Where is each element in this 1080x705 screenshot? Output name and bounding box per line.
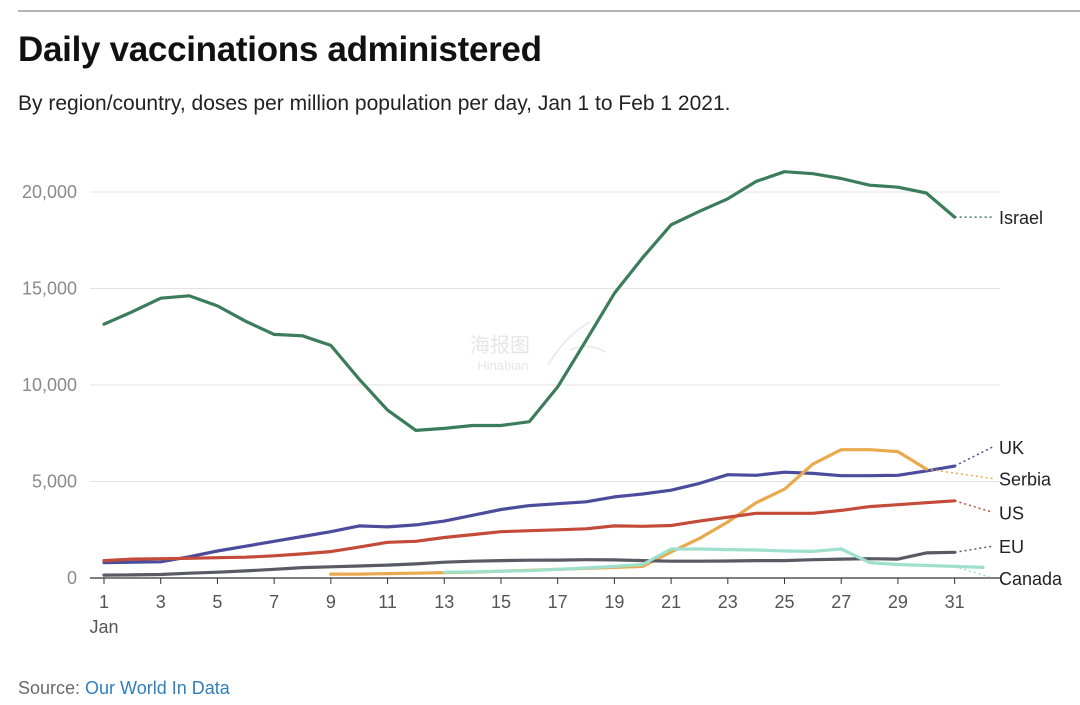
series-label-us: US [999, 503, 1024, 523]
series-label-israel: Israel [999, 208, 1043, 228]
source-link[interactable]: Our World In Data [85, 678, 230, 698]
leader-canada [954, 565, 994, 579]
watermark-text-en: Hinabian [477, 358, 528, 373]
y-tick-label: 5,000 [32, 472, 77, 492]
series-label-uk: UK [999, 438, 1024, 458]
x-tick-label: 3 [156, 592, 166, 612]
series-label-canada: Canada [999, 569, 1063, 589]
watermark-text-cn: 海报图 [470, 334, 530, 357]
gridlines [90, 191, 1000, 579]
x-tick-label: 23 [718, 592, 738, 612]
series-label-eu: EU [999, 537, 1024, 557]
series-line-uk [102, 464, 957, 565]
x-tick-label: 1 [99, 592, 109, 612]
series-line-us [102, 499, 957, 563]
y-tick-label: 20,000 [22, 182, 77, 202]
series-labels: Israel UK Serbia US EU Canada [926, 208, 1063, 589]
series-line-canada [442, 547, 985, 574]
x-tick-label: 9 [326, 592, 336, 612]
x-tick-label: 25 [775, 592, 795, 612]
x-tick-label: 5 [212, 592, 222, 612]
x-tick-label: 29 [888, 592, 908, 612]
y-tick-label: 10,000 [22, 375, 77, 395]
x-axis-month-label: Jan [89, 617, 118, 637]
series-line-israel [102, 170, 957, 432]
y-axis-ticks: 0 5,000 10,000 15,000 20,000 [22, 182, 77, 588]
leader-uk [954, 446, 994, 467]
source-line: Source: Our World In Data [18, 678, 230, 699]
x-tick-label: 15 [491, 592, 511, 612]
leader-serbia [926, 468, 994, 480]
chart-subtitle: By region/country, doses per million pop… [18, 92, 731, 115]
x-tick-label: 19 [604, 592, 624, 612]
series-line-eu [102, 550, 957, 577]
x-tick-label: 7 [269, 592, 279, 612]
chart-title: Daily vaccinations administered [18, 30, 542, 69]
top-rule [18, 10, 1080, 12]
x-tick-label: 13 [434, 592, 454, 612]
leader-eu [954, 545, 994, 554]
y-tick-label: 15,000 [22, 279, 77, 299]
watermark-swoosh [547, 321, 606, 366]
x-tick-label: 21 [661, 592, 681, 612]
y-tick-label: 0 [67, 568, 77, 588]
leader-us [954, 500, 994, 514]
x-tick-label: 31 [945, 592, 965, 612]
x-tick-label: 27 [831, 592, 851, 612]
series-label-serbia: Serbia [999, 470, 1052, 490]
source-prefix: Source: [18, 678, 86, 698]
x-tick-label: 11 [378, 592, 397, 612]
series-lines [102, 170, 985, 577]
x-tick-label: 17 [548, 592, 568, 612]
